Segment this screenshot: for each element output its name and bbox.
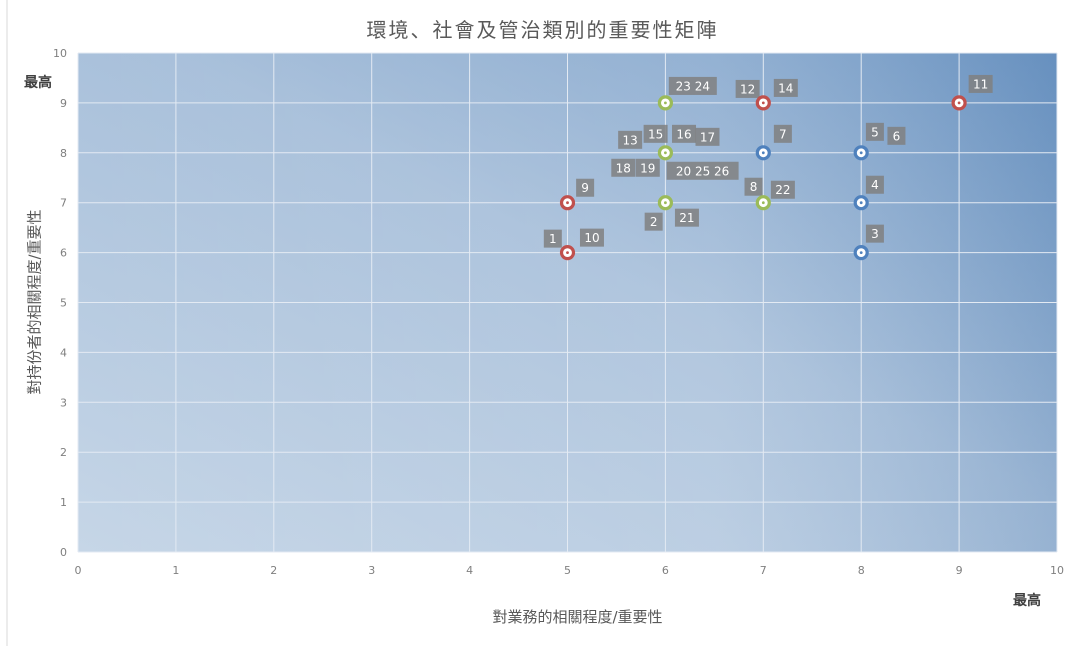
y-tick-label: 4 — [60, 346, 67, 359]
y-tick-label: 5 — [60, 297, 67, 310]
y-tick-label: 7 — [60, 197, 67, 210]
annotation-box — [865, 122, 884, 141]
data-point-center — [566, 251, 569, 255]
y-tick-label: 9 — [60, 97, 67, 110]
annotation-box — [579, 228, 604, 247]
y-tick-label: 2 — [60, 446, 67, 459]
annotation-box — [968, 74, 993, 93]
annotation-box — [773, 78, 798, 97]
x-axis-high-label: 最高 — [1013, 593, 1041, 609]
annotation-box — [672, 124, 697, 143]
data-point-center — [664, 201, 667, 205]
y-tick-label: 10 — [53, 47, 67, 60]
annotation-label: 23 24 — [676, 79, 710, 93]
annotation-box — [773, 124, 792, 143]
annotation-box — [887, 126, 906, 145]
annotation-label: 3 — [871, 227, 879, 241]
annotation-box — [674, 208, 699, 227]
y-tick-label: 1 — [60, 496, 67, 509]
x-tick-label: 4 — [466, 564, 473, 577]
y-tick-label: 6 — [60, 247, 67, 260]
annotation-box — [865, 224, 884, 243]
annotation-label: 8 — [750, 180, 758, 194]
data-point-center — [859, 251, 863, 255]
data-point-center — [761, 151, 765, 155]
annotation-label: 21 — [679, 211, 694, 225]
annotation-box — [635, 158, 660, 177]
annotation-label: 17 — [700, 130, 715, 144]
annotation-label: 10 — [584, 231, 599, 245]
annotation-label: 19 — [640, 161, 655, 175]
data-point-center — [761, 101, 765, 105]
y-tick-label: 3 — [60, 396, 67, 409]
annotation-box — [695, 127, 720, 146]
chart-title: 環境、社會及管治類別的重要性矩陣 — [366, 18, 719, 42]
data-point-center — [957, 101, 961, 105]
x-tick-label: 3 — [368, 564, 375, 577]
annotation-box — [770, 180, 795, 199]
data-point-center — [859, 201, 863, 205]
annotation-label: 14 — [778, 81, 793, 95]
x-tick-label: 7 — [760, 564, 767, 577]
y-tick-label: 0 — [60, 546, 67, 559]
annotation-label: 13 — [623, 133, 638, 147]
annotation-label: 5 — [871, 125, 879, 139]
data-point-center — [664, 151, 667, 155]
annotation-label: 6 — [893, 129, 901, 143]
x-tick-label: 0 — [75, 564, 82, 577]
y-axis-label: 對持份者的相關程度/重要性 — [25, 209, 44, 395]
annotation-label: 20 25 26 — [676, 164, 729, 178]
annotation-label: 1 — [549, 232, 557, 246]
annotation-box — [744, 177, 763, 196]
annotation-box — [643, 124, 668, 143]
x-tick-label: 1 — [172, 564, 179, 577]
data-point-center — [664, 101, 667, 105]
annotation-label: 2 — [650, 215, 658, 229]
x-tick-label: 5 — [564, 564, 571, 577]
annotation-box — [576, 178, 595, 197]
x-tick-label: 8 — [858, 564, 865, 577]
annotation-box — [543, 229, 562, 248]
x-axis-label: 對業務的相關程度/重要性 — [492, 608, 663, 626]
annotation-label: 11 — [973, 77, 988, 91]
annotation-label: 18 — [616, 161, 631, 175]
data-point-center — [566, 201, 569, 205]
annotation-box — [666, 161, 739, 180]
annotation-box — [668, 76, 717, 95]
annotation-box — [735, 79, 760, 98]
annotation-label: 12 — [740, 82, 755, 96]
annotation-box — [865, 175, 884, 194]
annotation-label: 9 — [581, 181, 589, 195]
annotation-box — [611, 158, 636, 177]
data-point-center — [859, 151, 863, 155]
annotation-label: 16 — [676, 127, 691, 141]
annotation-label: 15 — [648, 127, 663, 141]
data-point-center — [761, 201, 765, 205]
annotation-box — [618, 130, 643, 149]
x-tick-label: 10 — [1050, 564, 1064, 577]
annotation-box — [644, 212, 663, 231]
x-tick-label: 6 — [662, 564, 669, 577]
y-axis-high-label: 最高 — [24, 75, 52, 91]
x-tick-label: 9 — [956, 564, 963, 577]
y-tick-label: 8 — [60, 147, 67, 160]
annotation-label: 22 — [775, 183, 790, 197]
annotation-label: 4 — [871, 178, 879, 192]
annotation-label: 7 — [779, 127, 787, 141]
x-tick-label: 2 — [270, 564, 277, 577]
